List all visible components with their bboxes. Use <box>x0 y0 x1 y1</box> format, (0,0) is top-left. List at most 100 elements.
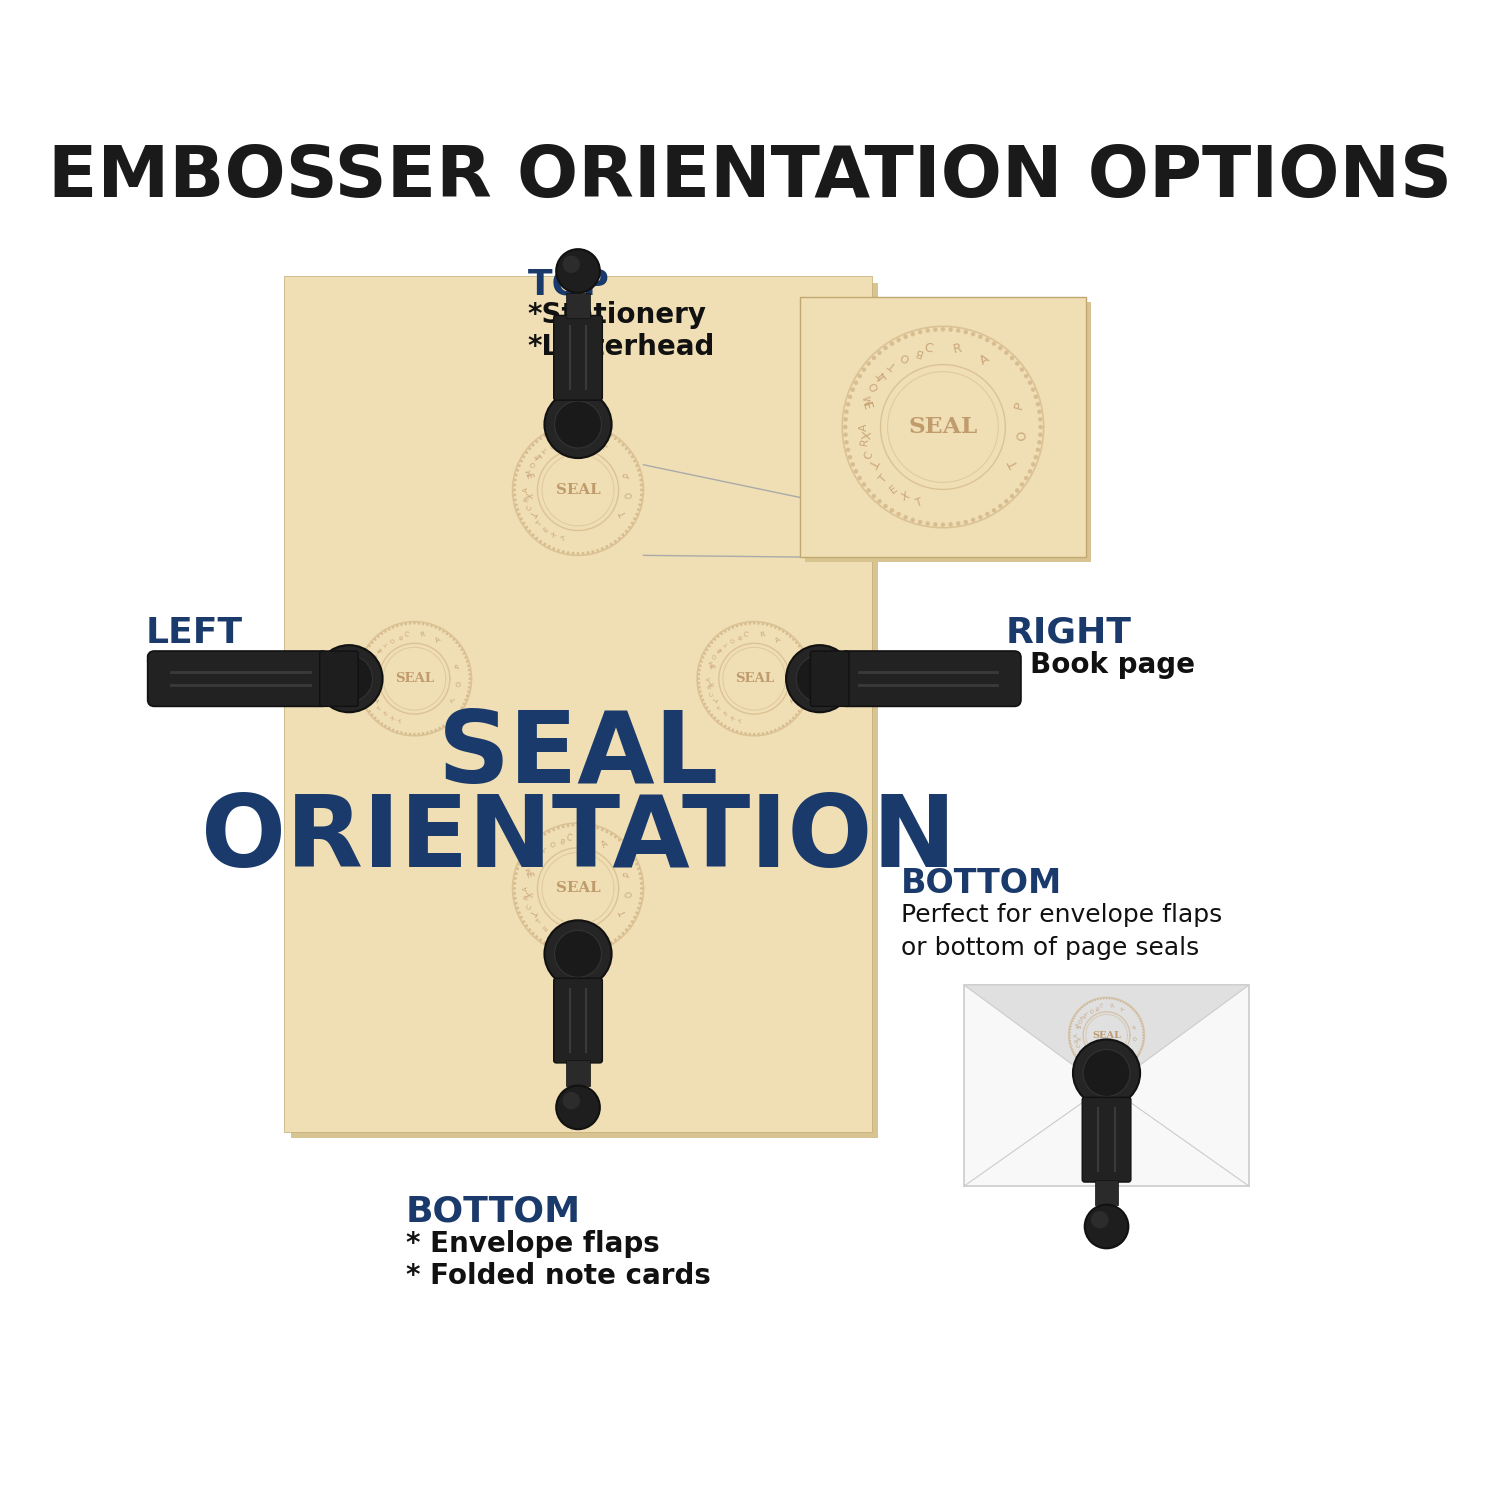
Circle shape <box>640 892 642 896</box>
Circle shape <box>1125 1004 1126 1005</box>
Circle shape <box>366 706 369 710</box>
Text: R: R <box>706 684 712 690</box>
Circle shape <box>940 522 945 526</box>
Circle shape <box>430 626 433 627</box>
Circle shape <box>567 550 570 554</box>
Circle shape <box>417 622 420 626</box>
Circle shape <box>596 549 598 552</box>
Text: P: P <box>1013 400 1028 411</box>
Circle shape <box>1016 488 1020 492</box>
Text: T: T <box>370 696 378 702</box>
Text: C: C <box>566 433 572 444</box>
Text: SEAL: SEAL <box>1092 1030 1120 1039</box>
Circle shape <box>556 549 560 552</box>
Circle shape <box>618 839 621 842</box>
Circle shape <box>609 543 612 546</box>
Bar <box>964 986 1250 1186</box>
Circle shape <box>1096 999 1100 1000</box>
Circle shape <box>562 427 564 429</box>
Circle shape <box>878 500 882 504</box>
Text: R: R <box>524 496 531 502</box>
FancyBboxPatch shape <box>840 651 1022 706</box>
Circle shape <box>626 447 627 450</box>
Text: R: R <box>952 342 963 355</box>
Circle shape <box>846 447 850 452</box>
Circle shape <box>766 624 768 626</box>
Circle shape <box>556 1086 600 1130</box>
Text: A: A <box>524 886 530 891</box>
Text: X: X <box>900 490 910 502</box>
Text: T: T <box>888 358 898 370</box>
Circle shape <box>522 456 525 458</box>
Circle shape <box>858 476 862 480</box>
Bar <box>806 302 1090 562</box>
Text: T: T <box>878 369 890 381</box>
Circle shape <box>462 652 465 656</box>
Circle shape <box>796 656 843 702</box>
Circle shape <box>468 674 471 675</box>
Circle shape <box>970 518 975 522</box>
Text: M: M <box>526 468 534 476</box>
Text: T: T <box>531 852 542 862</box>
Circle shape <box>1074 1053 1076 1054</box>
Circle shape <box>633 459 636 462</box>
Circle shape <box>766 730 768 734</box>
Text: BOTTOM: BOTTOM <box>406 1194 580 1228</box>
Circle shape <box>1102 1071 1104 1072</box>
Circle shape <box>456 642 458 644</box>
Text: T: T <box>790 696 798 702</box>
Circle shape <box>861 482 865 486</box>
Circle shape <box>808 682 810 684</box>
Circle shape <box>910 332 915 336</box>
Circle shape <box>358 669 362 672</box>
Circle shape <box>360 664 362 668</box>
Circle shape <box>639 474 640 477</box>
Circle shape <box>807 686 810 688</box>
Circle shape <box>562 825 564 828</box>
Circle shape <box>442 724 444 728</box>
Circle shape <box>392 729 394 730</box>
Circle shape <box>522 853 525 856</box>
Text: SEAL: SEAL <box>735 672 774 686</box>
Circle shape <box>514 878 517 880</box>
Circle shape <box>1095 1070 1096 1071</box>
Circle shape <box>789 636 792 638</box>
Text: A: A <box>600 840 610 850</box>
Circle shape <box>800 648 802 651</box>
Text: SEAL: SEAL <box>555 882 600 896</box>
Text: X: X <box>730 716 736 722</box>
Circle shape <box>514 504 517 506</box>
Circle shape <box>1138 1019 1140 1020</box>
Circle shape <box>396 626 399 627</box>
Circle shape <box>795 714 798 716</box>
Text: X: X <box>390 716 396 722</box>
Circle shape <box>798 645 800 648</box>
Circle shape <box>465 657 466 658</box>
Circle shape <box>456 714 458 716</box>
Bar <box>801 297 1086 556</box>
Circle shape <box>897 512 902 516</box>
Circle shape <box>453 717 454 718</box>
Circle shape <box>732 729 735 730</box>
Circle shape <box>858 374 862 378</box>
Circle shape <box>567 426 570 429</box>
Circle shape <box>614 836 616 839</box>
Circle shape <box>413 734 416 735</box>
Circle shape <box>426 730 429 734</box>
Circle shape <box>543 543 546 546</box>
Text: O: O <box>1077 1017 1084 1023</box>
Text: X: X <box>1074 1036 1080 1041</box>
Circle shape <box>708 710 711 712</box>
Text: T: T <box>1077 1046 1083 1052</box>
Circle shape <box>468 678 471 680</box>
Circle shape <box>1131 1060 1134 1062</box>
Circle shape <box>699 669 700 672</box>
Circle shape <box>448 720 452 722</box>
Circle shape <box>384 724 387 728</box>
Circle shape <box>562 550 564 554</box>
Text: *Not Common: *Not Common <box>146 651 362 680</box>
Text: A: A <box>774 636 782 645</box>
Circle shape <box>522 920 525 922</box>
Circle shape <box>802 652 806 656</box>
Circle shape <box>614 436 616 439</box>
